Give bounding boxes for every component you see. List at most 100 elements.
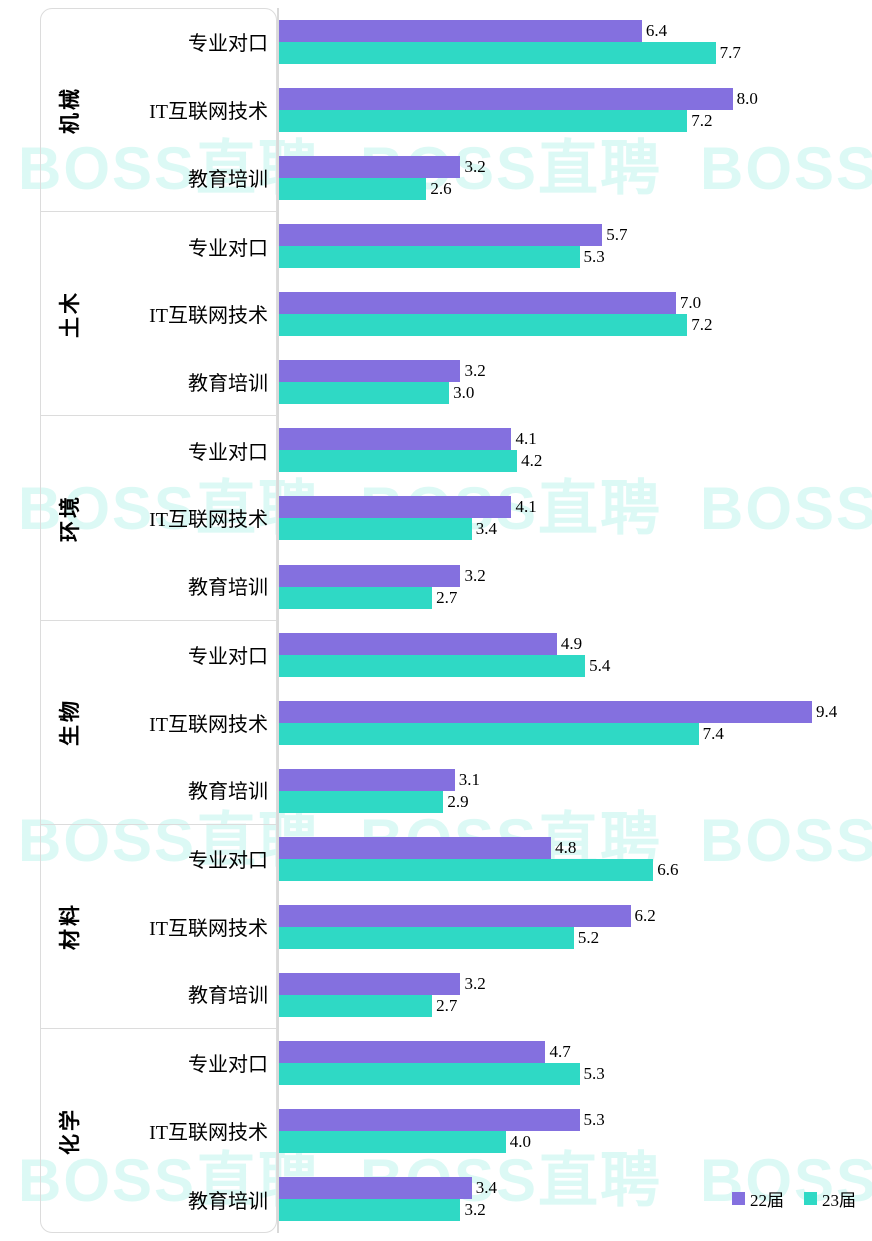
watermark-text: BOSS直聘 <box>700 135 872 202</box>
value-label: 4.1 <box>515 497 537 517</box>
bar-line: 3.1 <box>279 768 872 791</box>
value-label: 7.2 <box>691 315 713 335</box>
bar-23届 <box>279 722 699 745</box>
value-label: 4.1 <box>515 429 537 449</box>
group-label: 机械 <box>58 85 82 134</box>
value-label: 3.2 <box>464 157 486 177</box>
bar-line: 7.7 <box>279 42 872 65</box>
bar-22届 <box>279 156 461 179</box>
value-label: 3.2 <box>464 361 486 381</box>
legend: 22届 23届 <box>732 1186 856 1211</box>
bar-line: 2.7 <box>279 586 872 609</box>
category-label: 教育培训 <box>188 168 268 191</box>
category-label: 教育培训 <box>188 372 268 395</box>
value-label: 4.2 <box>521 451 543 471</box>
bar-line: 4.1 <box>279 428 872 451</box>
bar-pair-row: 6.2 5.2 <box>279 893 872 961</box>
value-label: 4.8 <box>555 837 577 857</box>
category-label: 专业对口 <box>188 237 268 260</box>
group-label-area: 化学 专业对口 IT互联网技术 教育培训 <box>40 1029 277 1233</box>
group-label-area: 材料 专业对口 IT互联网技术 教育培训 <box>40 825 277 1029</box>
bar-line: 7.2 <box>279 314 872 337</box>
bar-23届 <box>279 1130 506 1153</box>
category-label: IT互联网技术 <box>149 1122 268 1145</box>
watermark-text: BOSS直聘 <box>700 475 872 542</box>
bar-pair-row: 7.0 7.2 <box>279 280 872 348</box>
bar-23届 <box>279 518 472 541</box>
group-label-cell: 环境 <box>40 416 98 619</box>
category-label: IT互联网技术 <box>149 101 268 124</box>
category-label: 教育培训 <box>188 1190 268 1213</box>
bar-23届 <box>279 790 444 813</box>
legend-label: 23届 <box>822 1191 856 1210</box>
bar-line: 3.2 <box>279 972 872 995</box>
value-label: 4.9 <box>560 633 583 653</box>
value-label: 5.4 <box>589 655 611 675</box>
group-row: 化学 专业对口 IT互联网技术 教育培训 4.7 5.3 5.3 4.0 3.4 3.2 <box>40 1028 872 1234</box>
bar-line: 8.0 <box>279 88 872 111</box>
group-label: 生物 <box>58 698 82 747</box>
group-bars: 5.7 5.3 7.0 7.2 3.2 3.0 <box>277 212 872 417</box>
category-label: 教育培训 <box>188 985 268 1008</box>
bar-pair-row: 3.1 2.9 <box>279 757 872 825</box>
bar-line: 4.9 <box>279 632 872 655</box>
bar-pair-row: 4.7 5.3 <box>279 1029 872 1097</box>
legend-swatch <box>804 1192 817 1205</box>
bar-23届 <box>279 1199 461 1222</box>
value-label: 5.2 <box>577 927 600 947</box>
value-label: 9.4 <box>815 701 838 721</box>
bar-line: 7.4 <box>279 722 872 745</box>
value-label: 2.7 <box>436 995 458 1015</box>
category-labels: 专业对口 IT互联网技术 教育培训 <box>98 416 277 619</box>
watermark-text: BOSS直聘 <box>700 807 872 874</box>
bar-line: 3.2 <box>279 1199 872 1222</box>
bar-22届 <box>279 632 557 655</box>
bar-line: 3.4 <box>279 1177 872 1200</box>
bar-line: 5.2 <box>279 926 872 949</box>
bar-chart: 机械 专业对口 IT互联网技术 教育培训 6.4 7.7 8.0 7.2 3.2 2.6 土木 专业对… <box>40 8 872 1234</box>
bar-pair-row: 5.3 4.0 <box>279 1097 872 1165</box>
legend-label: 22届 <box>750 1191 784 1210</box>
bar-line: 3.4 <box>279 518 872 541</box>
group-bars: 6.4 7.7 8.0 7.2 3.2 2.6 <box>277 8 872 213</box>
bar-22届 <box>279 88 733 111</box>
bar-line: 4.1 <box>279 496 872 519</box>
group-label-cell: 机械 <box>40 8 98 211</box>
value-label: 8.0 <box>736 89 758 109</box>
category-label: 专业对口 <box>188 441 268 464</box>
bar-23届 <box>279 994 433 1017</box>
bar-23届 <box>279 654 586 677</box>
bar-pair-row: 3.2 2.7 <box>279 961 872 1029</box>
bar-22届 <box>279 700 812 723</box>
group-label: 土木 <box>58 289 82 338</box>
bar-line: 5.3 <box>279 1062 872 1085</box>
bar-line: 6.4 <box>279 20 872 43</box>
category-label: IT互联网技术 <box>149 713 268 736</box>
bar-23届 <box>279 382 450 405</box>
group-row: 机械 专业对口 IT互联网技术 教育培训 6.4 7.7 8.0 7.2 3.2 2.6 <box>40 8 872 213</box>
bar-22届 <box>279 20 642 43</box>
legend-item: 23届 <box>804 1186 856 1211</box>
watermark-text: BOSS直聘 <box>18 475 321 542</box>
group-label: 材料 <box>58 902 82 951</box>
bar-line: 2.6 <box>279 178 872 201</box>
value-label: 6.2 <box>634 905 656 925</box>
group-label-area: 土木 专业对口 IT互联网技术 教育培训 <box>40 212 277 417</box>
group-row: 材料 专业对口 IT互联网技术 教育培训 4.8 6.6 6.2 5.2 3.2 2.7 <box>40 824 872 1029</box>
category-label: IT互联网技术 <box>149 509 268 532</box>
bar-22届 <box>279 904 631 927</box>
value-label: 7.7 <box>719 43 741 63</box>
bar-22届 <box>279 564 461 587</box>
value-label: 3.4 <box>475 1178 498 1198</box>
bar-23届 <box>279 1062 580 1085</box>
category-label: 专业对口 <box>188 645 268 668</box>
bar-pair-row: 3.4 3.2 <box>279 1165 872 1233</box>
value-label: 6.4 <box>645 21 668 41</box>
bar-23届 <box>279 450 518 473</box>
bar-pair-row: 9.4 7.4 <box>279 689 872 757</box>
category-labels: 专业对口 IT互联网技术 教育培训 <box>98 212 277 415</box>
group-row: 环境 专业对口 IT互联网技术 教育培训 4.1 4.2 4.1 3.4 3.2 2.7 <box>40 416 872 621</box>
group-label: 化学 <box>58 1106 82 1155</box>
bar-line: 5.3 <box>279 246 872 269</box>
